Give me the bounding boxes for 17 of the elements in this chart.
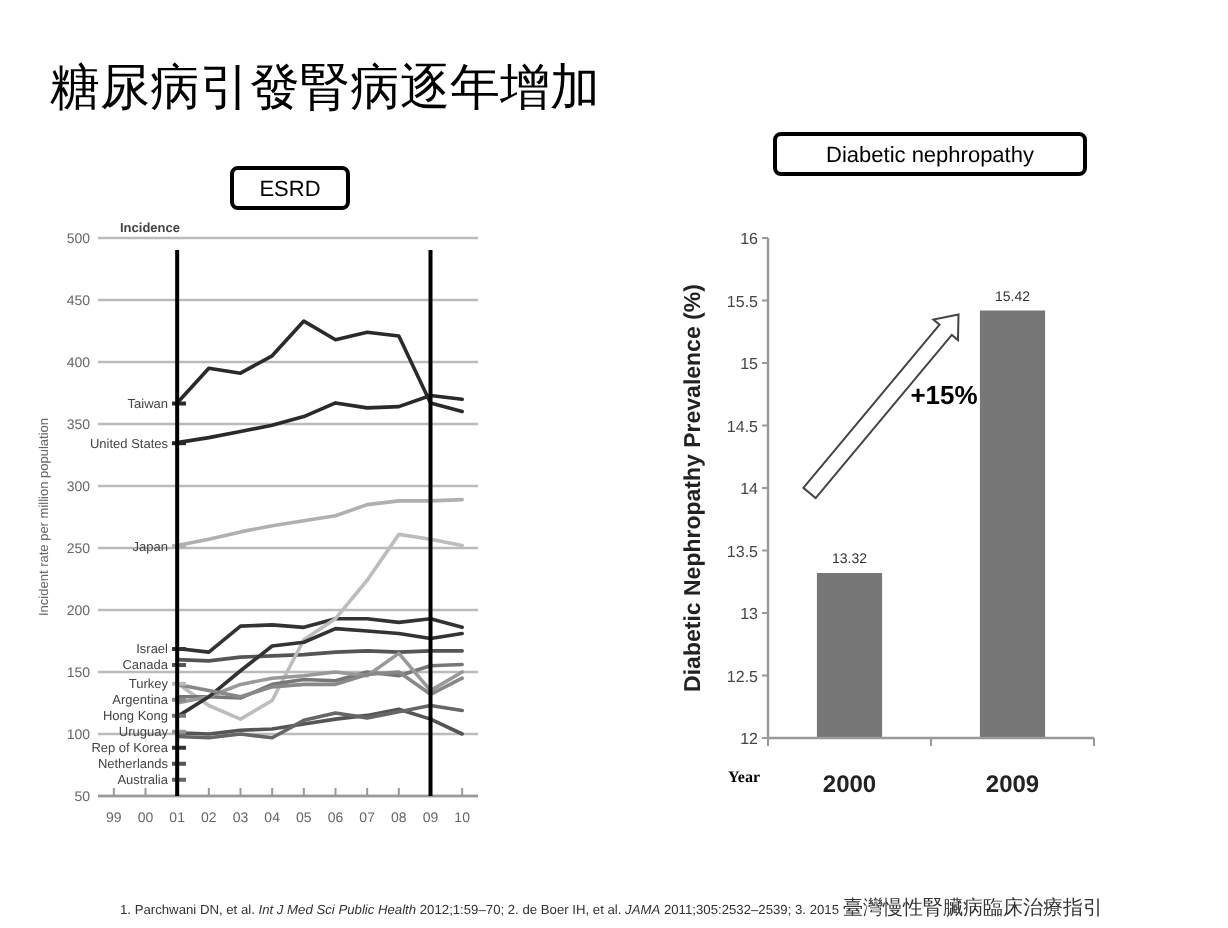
y-tick-label: 12 <box>740 730 760 748</box>
y-axis-title: Diabetic Nephropathy Prevalence (%) <box>682 283 706 692</box>
x-tick-label: 2000 <box>822 770 877 798</box>
y-tick-label: 15 <box>740 355 760 373</box>
y-tick-label: 12.5 <box>726 667 760 686</box>
y-tick-label: 15.5 <box>726 292 760 311</box>
x-axis-title: Year <box>728 768 761 786</box>
y-tick-label: 14.5 <box>726 417 760 436</box>
chart-title: 糖尿病引發腎病逐年增加 <box>50 58 600 116</box>
y-tick-label: 14 <box>740 480 760 498</box>
chart-subtitle: ESRD <box>259 178 321 202</box>
y-tick-label: 13.5 <box>726 542 760 561</box>
y-tick-label: 13 <box>740 605 760 623</box>
chart-title: Diabetic nephropathy <box>826 144 1035 168</box>
x-tick-label: 2009 <box>985 770 1040 798</box>
annotation: +15% <box>910 380 979 410</box>
y-tick-label: 16 <box>740 230 760 248</box>
